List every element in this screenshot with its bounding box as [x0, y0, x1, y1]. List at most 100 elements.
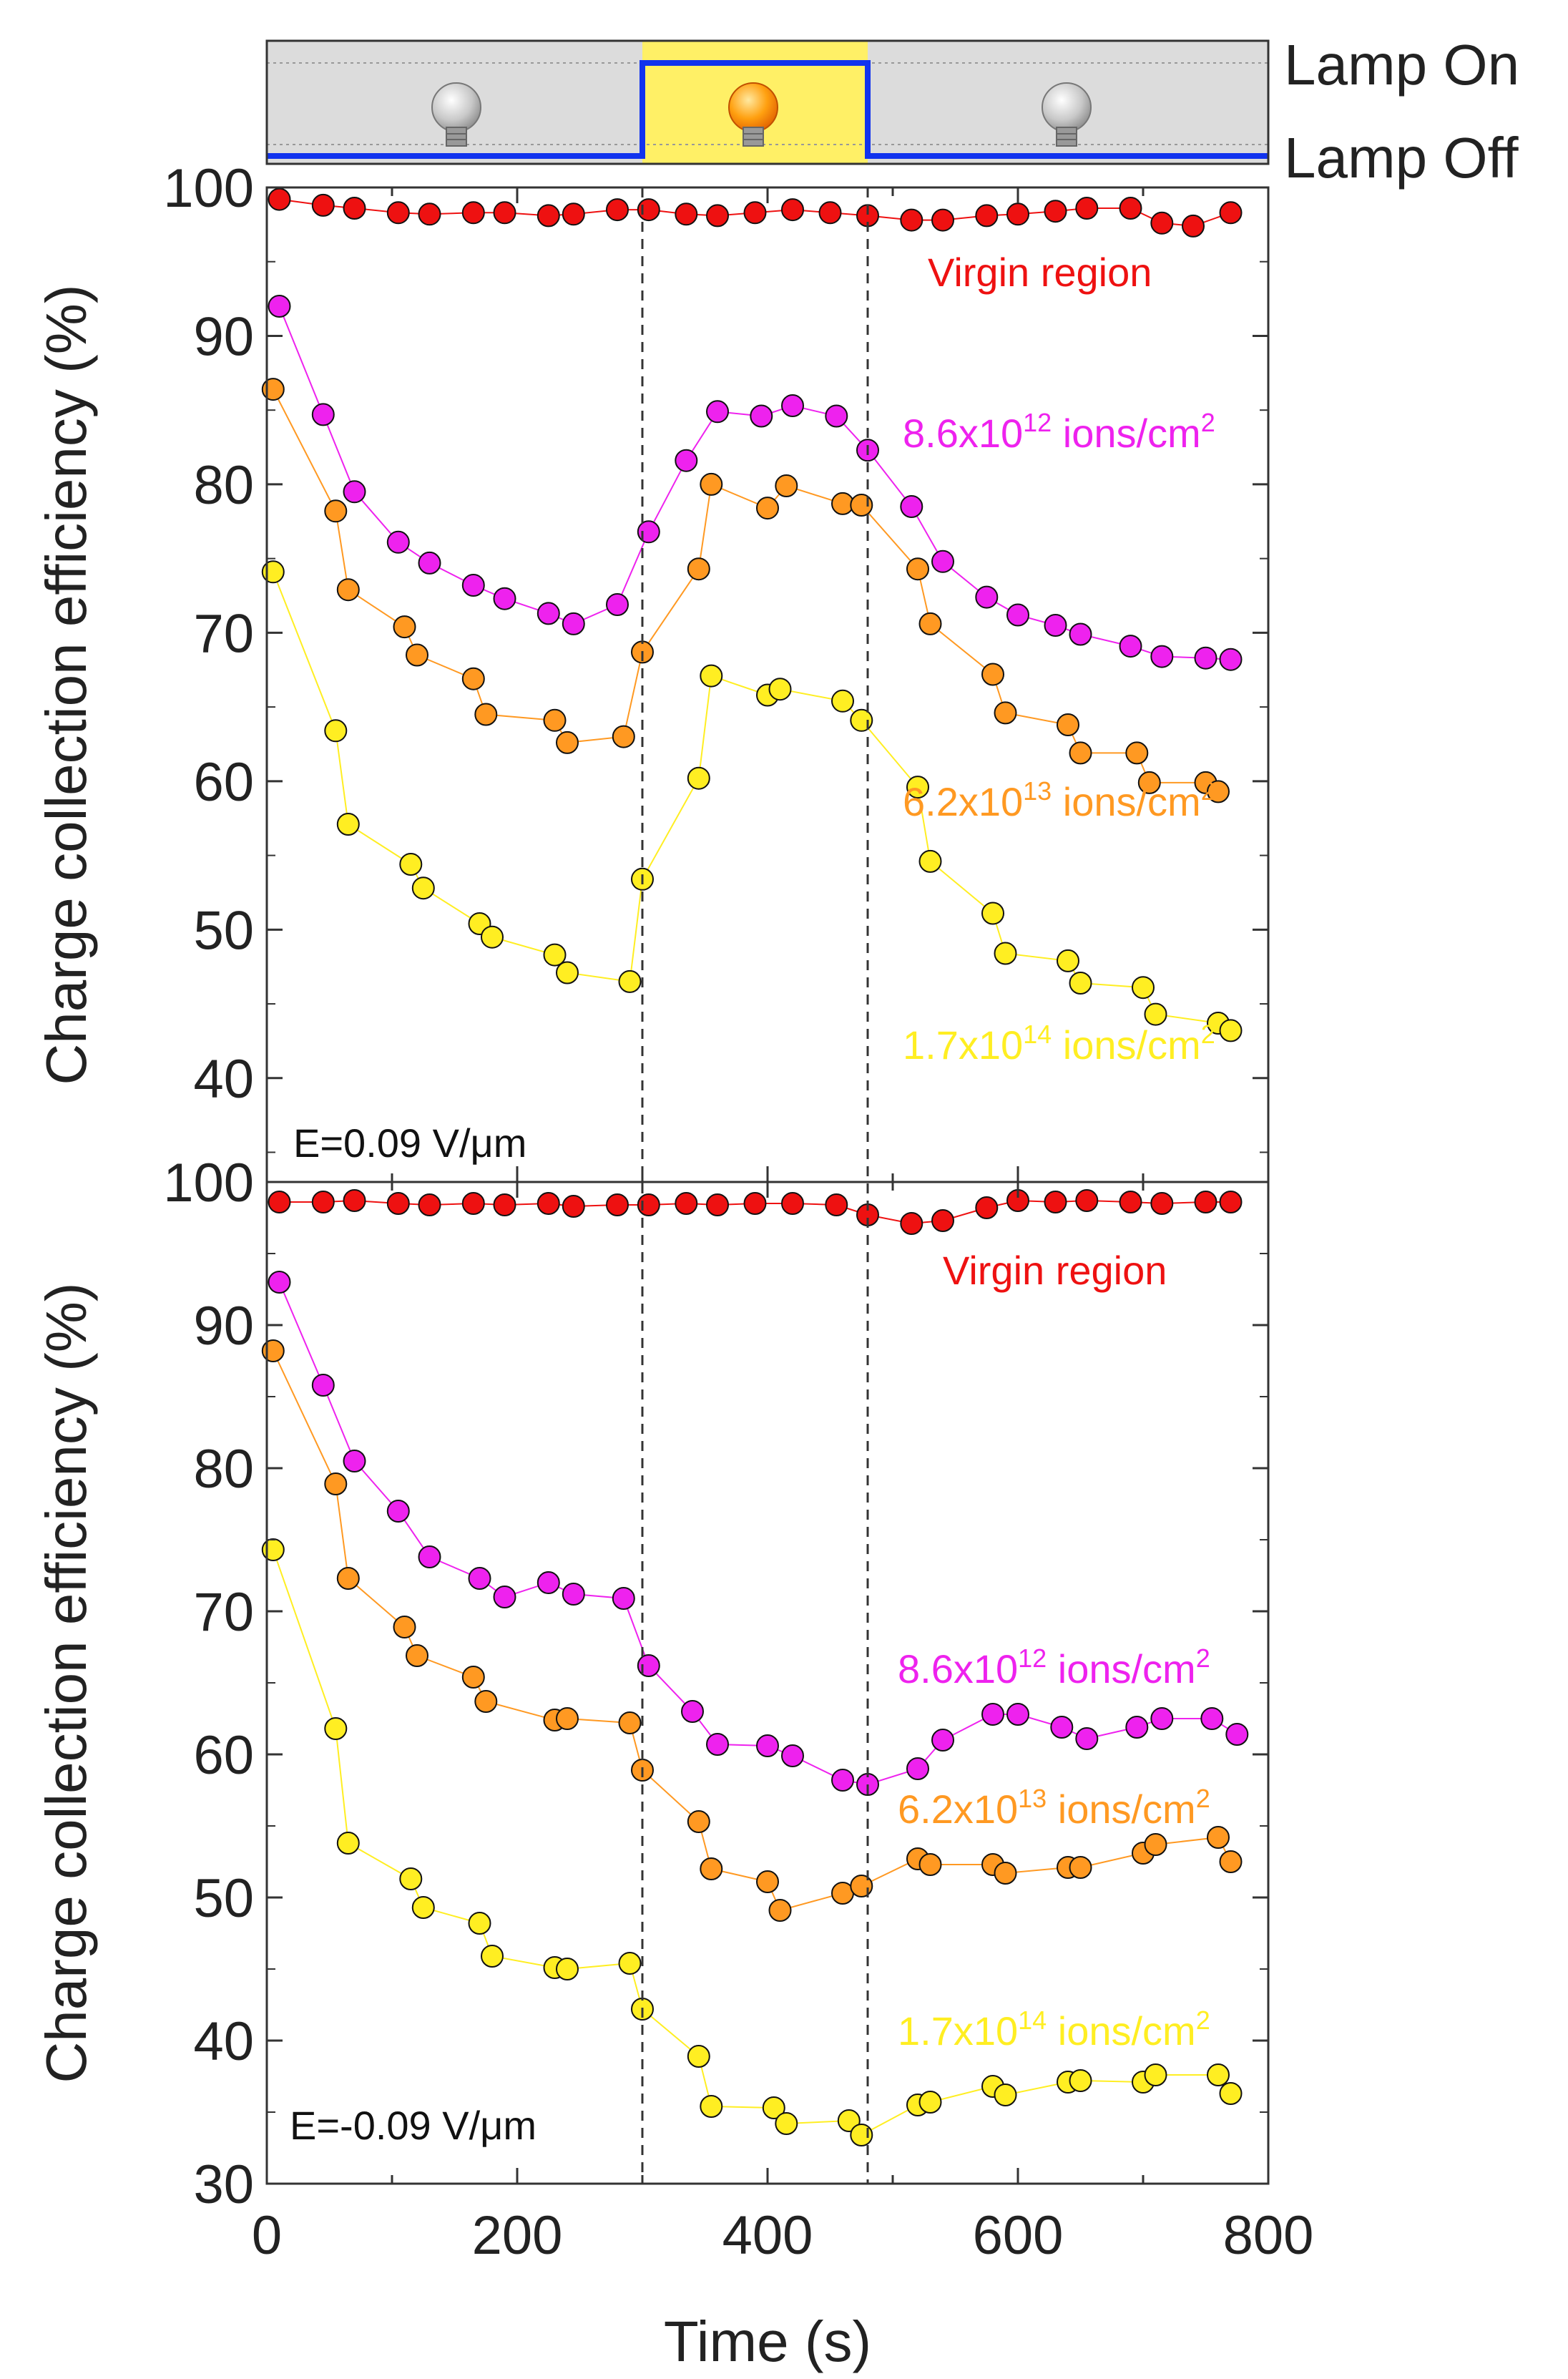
bottom-point-virgin-region [825, 1193, 848, 1216]
top-point-6-2x10-13-ions-cm-2 [406, 643, 428, 667]
bottom-point-virgin-region [493, 1193, 516, 1216]
bottom-point-1-7x10-14-ions-cm-2 [1069, 2069, 1092, 2092]
bottom-point-1-7x10-14-ions-cm-2 [837, 2109, 861, 2132]
top-point-virgin-region [1219, 201, 1243, 225]
top-point-1-7x10-14-ions-cm-2 [556, 961, 579, 985]
top-point-virgin-region [675, 202, 698, 226]
bottom-label-1.7e14: 1.7x1014 ions/cm2 [898, 2006, 1210, 2053]
top-point-6-2x10-13-ions-cm-2 [1125, 741, 1149, 765]
top-point-1-7x10-14-ions-cm-2 [1144, 1002, 1167, 1026]
top-point-6-2x10-13-ions-cm-2 [612, 725, 635, 748]
top-point-virgin-region [637, 198, 660, 222]
top-point-8-6x10-12-ions-cm-2 [1194, 646, 1217, 670]
bottom-point-1-7x10-14-ions-cm-2 [481, 1945, 504, 1968]
top-point-6-2x10-13-ions-cm-2 [543, 708, 567, 732]
bottom-point-virgin-region [900, 1212, 923, 1235]
top-point-virgin-region [818, 201, 842, 225]
top-point-6-2x10-13-ions-cm-2 [556, 731, 579, 754]
top-point-1-7x10-14-ions-cm-2 [543, 943, 567, 967]
bottom-label-6.2e13: 6.2x1013 ions/cm2 [898, 1784, 1210, 1832]
top-point-virgin-region [900, 208, 923, 232]
top-point-8-6x10-12-ions-cm-2 [900, 495, 923, 518]
top-point-8-6x10-12-ions-cm-2 [343, 480, 366, 504]
lamp-off-bulb-icon [431, 82, 481, 147]
bottom-point-1-7x10-14-ions-cm-2 [618, 1952, 642, 1975]
top-point-virgin-region [1119, 197, 1142, 220]
top-point-8-6x10-12-ions-cm-2 [562, 612, 585, 635]
top-point-8-6x10-12-ions-cm-2 [311, 403, 335, 426]
top-point-8-6x10-12-ions-cm-2 [1006, 603, 1029, 627]
bottom-point-6-2x10-13-ions-cm-2 [1219, 1850, 1243, 1873]
top-point-1-7x10-14-ions-cm-2 [324, 719, 348, 743]
top-y-tick-label: 90 [193, 306, 254, 367]
top-point-8-6x10-12-ions-cm-2 [825, 404, 848, 428]
top-point-6-2x10-13-ions-cm-2 [261, 378, 285, 401]
bottom-point-virgin-region [343, 1189, 366, 1212]
top-point-8-6x10-12-ions-cm-2 [675, 449, 698, 472]
top-point-virgin-region [931, 208, 954, 232]
bottom-point-6-2x10-13-ions-cm-2 [1207, 1826, 1230, 1849]
top-point-virgin-region [1150, 211, 1174, 235]
top-point-1-7x10-14-ions-cm-2 [1057, 949, 1079, 972]
bottom-point-8-6x10-12-ions-cm-2 [536, 1571, 560, 1594]
top-line-8-6x10-12-ions-cm-2 [278, 306, 1231, 660]
bottom-point-1-7x10-14-ions-cm-2 [775, 2112, 798, 2135]
bottom-point-virgin-region [1150, 1192, 1174, 1215]
bottom-point-virgin-region [536, 1192, 560, 1215]
bottom-point-virgin-region [1119, 1191, 1142, 1213]
bottom-point-6-2x10-13-ions-cm-2 [687, 1810, 710, 1833]
bottom-point-virgin-region [418, 1193, 441, 1216]
bottom-x-tick-label: 400 [722, 2205, 813, 2266]
top-point-6-2x10-13-ions-cm-2 [850, 494, 873, 517]
bottom-point-virgin-region [606, 1193, 629, 1216]
bottom-point-1-7x10-14-ions-cm-2 [994, 2084, 1017, 2106]
bottom-point-1-7x10-14-ions-cm-2 [399, 1867, 423, 1890]
top-y-ticks: 40 50 60 70 80 90 100 [163, 158, 1270, 1182]
top-point-8-6x10-12-ions-cm-2 [386, 530, 410, 554]
bottom-point-6-2x10-13-ions-cm-2 [556, 1707, 579, 1730]
bottom-point-virgin-region [931, 1209, 954, 1232]
top-point-1-7x10-14-ions-cm-2 [981, 902, 1004, 925]
top-point-8-6x10-12-ions-cm-2 [606, 593, 629, 616]
bottom-point-8-6x10-12-ions-cm-2 [931, 1729, 954, 1752]
bottom-point-8-6x10-12-ions-cm-2 [1050, 1716, 1074, 1739]
top-point-1-7x10-14-ions-cm-2 [261, 560, 285, 584]
bottom-point-virgin-region [311, 1191, 335, 1213]
top-point-1-7x10-14-ions-cm-2 [1132, 976, 1155, 1000]
bottom-point-virgin-region [975, 1196, 999, 1219]
top-point-8-6x10-12-ions-cm-2 [781, 394, 804, 417]
top-point-virgin-region [461, 201, 485, 225]
bottom-point-6-2x10-13-ions-cm-2 [918, 1853, 942, 1876]
top-point-virgin-region [975, 204, 999, 228]
top-point-6-2x10-13-ions-cm-2 [918, 612, 942, 635]
bottom-y-tick-label: 80 [193, 1439, 254, 1500]
top-y-tick-label: 50 [193, 900, 254, 961]
top-point-virgin-region [536, 204, 560, 228]
top-point-virgin-region [606, 198, 629, 222]
bottom-point-1-7x10-14-ions-cm-2 [1207, 2063, 1230, 2086]
bottom-point-virgin-region [268, 1191, 291, 1213]
top-point-virgin-region [268, 187, 291, 211]
top-point-virgin-region [1006, 202, 1029, 226]
bottom-x-tick-label: 600 [973, 2205, 1064, 2266]
bottom-point-8-6x10-12-ions-cm-2 [386, 1500, 410, 1523]
top-point-6-2x10-13-ions-cm-2 [756, 497, 779, 520]
bottom-point-8-6x10-12-ions-cm-2 [468, 1567, 491, 1590]
bottom-point-8-6x10-12-ions-cm-2 [781, 1744, 804, 1767]
bottom-point-virgin-region [562, 1195, 585, 1218]
bottom-x-tick-label: 0 [252, 2205, 282, 2266]
bottom-point-8-6x10-12-ions-cm-2 [418, 1545, 441, 1568]
bottom-label-8.6e12: 8.6x1012 ions/cm2 [898, 1643, 1210, 1691]
top-point-6-2x10-13-ions-cm-2 [994, 701, 1017, 725]
top-point-8-6x10-12-ions-cm-2 [418, 551, 441, 575]
bottom-point-1-7x10-14-ions-cm-2 [850, 2124, 873, 2146]
top-point-6-2x10-13-ions-cm-2 [393, 615, 416, 639]
top-point-virgin-region [311, 193, 335, 217]
top-point-1-7x10-14-ions-cm-2 [411, 876, 435, 900]
lamp-panel: Lamp On Lamp Off [265, 33, 1519, 190]
top-point-6-2x10-13-ions-cm-2 [687, 557, 710, 581]
top-point-6-2x10-13-ions-cm-2 [474, 703, 498, 726]
lamp-off-label: Lamp Off [1284, 126, 1519, 190]
bottom-point-1-7x10-14-ions-cm-2 [411, 1896, 435, 1919]
bottom-point-6-2x10-13-ions-cm-2 [261, 1339, 285, 1362]
